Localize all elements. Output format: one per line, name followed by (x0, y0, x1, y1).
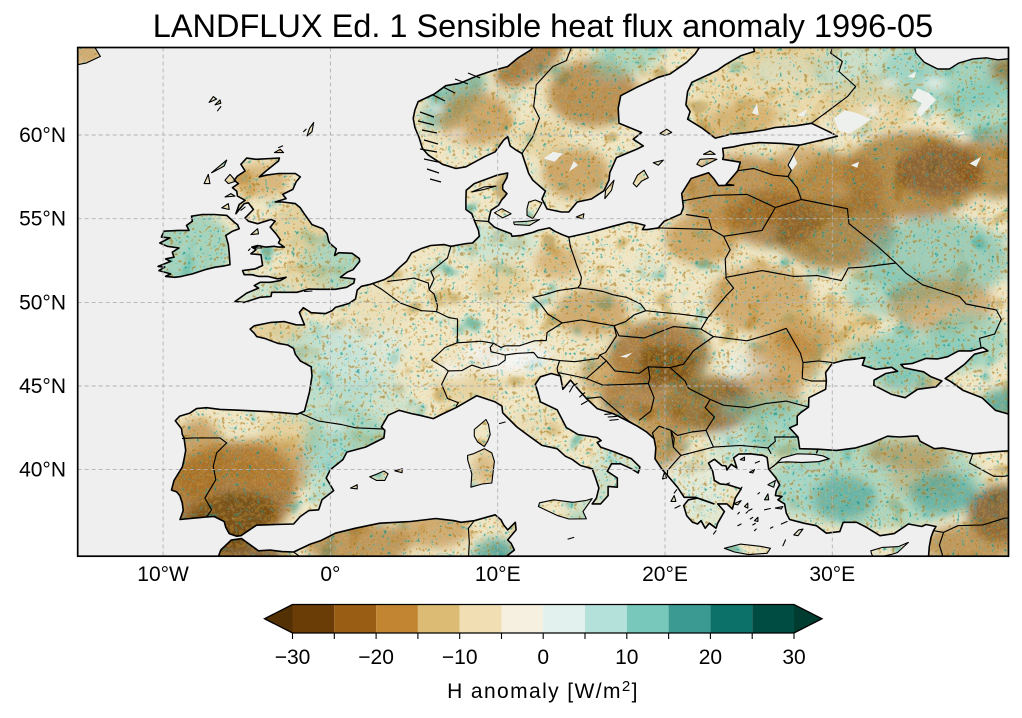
svg-text:20: 20 (699, 646, 722, 669)
svg-text:−30: −30 (275, 646, 311, 669)
svg-text:−20: −20 (358, 646, 394, 669)
svg-text:H anomaly [W/m2]: H anomaly [W/m2] (447, 678, 639, 703)
svg-text:45°N: 45°N (19, 375, 66, 398)
svg-text:10°E: 10°E (475, 563, 521, 586)
svg-text:40°N: 40°N (19, 459, 66, 482)
svg-text:−10: −10 (442, 646, 478, 669)
svg-text:30: 30 (782, 646, 805, 669)
svg-text:10: 10 (615, 646, 638, 669)
svg-text:30°E: 30°E (809, 563, 855, 586)
svg-text:10°W: 10°W (137, 563, 189, 586)
svg-text:55°N: 55°N (19, 208, 66, 231)
svg-text:50°N: 50°N (19, 291, 66, 314)
svg-text:LANDFLUX Ed. 1 Sensible heat f: LANDFLUX Ed. 1 Sensible heat flux anomal… (153, 8, 933, 44)
svg-text:0: 0 (537, 646, 549, 669)
svg-text:20°E: 20°E (642, 563, 688, 586)
svg-text:60°N: 60°N (19, 124, 66, 147)
svg-text:0°: 0° (320, 563, 340, 586)
